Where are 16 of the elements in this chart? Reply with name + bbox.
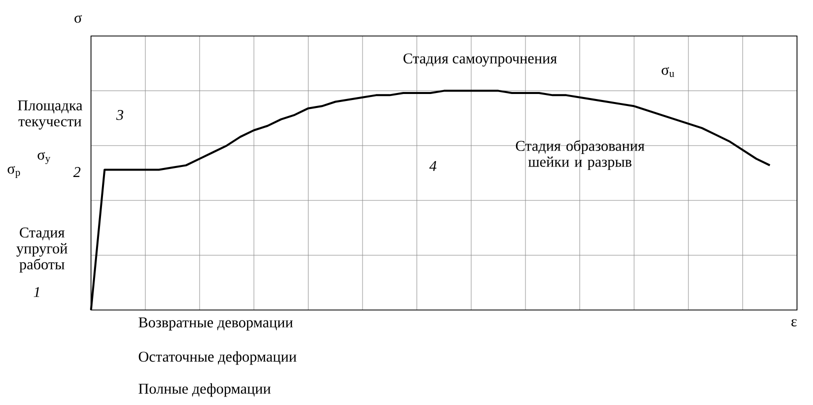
text: Полные деформации <box>138 383 271 397</box>
text: Возвратные девормации <box>138 318 293 330</box>
text: Площадка текучести <box>18 100 82 130</box>
x-axis-title: ε <box>791 319 797 326</box>
y-axis-title: σ <box>74 15 82 23</box>
annotation: 3 <box>116 110 124 120</box>
text: σ$_{y}$ <box>38 152 50 164</box>
text: σ$_{u}$ <box>662 67 674 77</box>
text: 2 <box>73 167 80 177</box>
text: σ$_{p}$ <box>8 166 20 178</box>
annotation: 4 <box>429 161 436 171</box>
text: Стадия самоупрочнения <box>404 53 557 67</box>
text: Стадия упругой работы <box>16 228 68 272</box>
text: Остаточные деформации <box>138 351 296 365</box>
text: 1 <box>34 287 40 297</box>
annotation: Стадия образования шейки и разрыв <box>516 140 644 170</box>
